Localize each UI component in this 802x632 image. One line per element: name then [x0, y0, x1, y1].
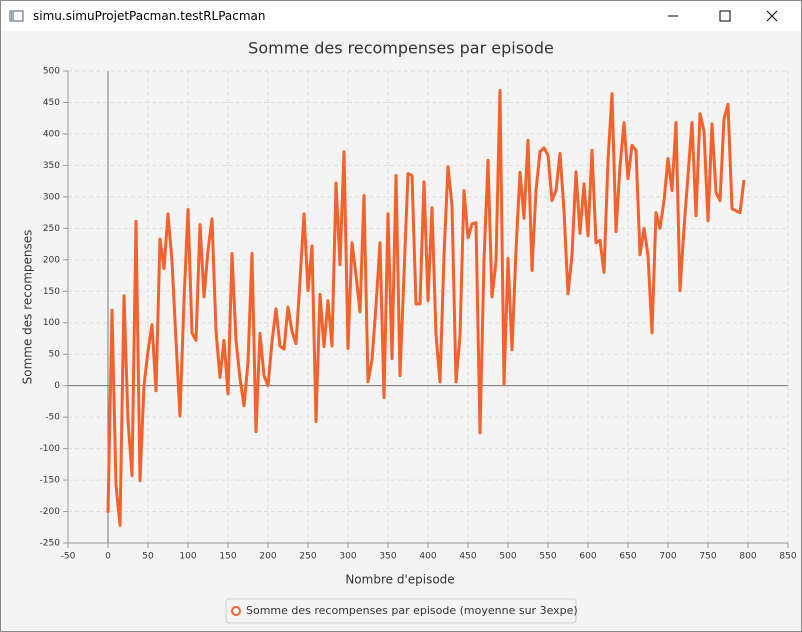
close[interactable] — [766, 10, 778, 22]
x-tick-label: 700 — [659, 552, 676, 562]
window-controls[interactable] — [661, 1, 801, 31]
x-tick-label: 800 — [739, 552, 756, 562]
window-title: simu.simuProjetPacman.testRLPacman — [33, 9, 266, 23]
chart: Somme des recompenses par episode Nombre… — [1, 31, 801, 631]
y-tick-label: -200 — [40, 507, 61, 517]
y-tick-label: 300 — [43, 192, 60, 202]
x-tick-label: 750 — [699, 552, 716, 562]
y-tick-label: 350 — [43, 161, 60, 171]
x-tick-label: 450 — [459, 552, 476, 562]
y-tick-label: 150 — [43, 287, 60, 297]
y-tick-label: 100 — [43, 318, 60, 328]
x-tick-label: 200 — [259, 552, 276, 562]
x-tick-label: 500 — [499, 552, 516, 562]
x-tick-label: 550 — [539, 552, 556, 562]
y-axis-label: Somme des recompenses — [21, 230, 35, 385]
y-tick-label: -50 — [45, 413, 60, 423]
legend: Somme des recompenses par episode (moyen… — [225, 598, 578, 624]
y-tick-label: 250 — [43, 224, 60, 234]
x-tick-label: 100 — [179, 552, 196, 562]
maximize[interactable] — [719, 10, 731, 22]
x-tick-label: 600 — [579, 552, 596, 562]
y-tick-label: -100 — [40, 444, 61, 454]
legend-box — [225, 598, 577, 624]
x-tick-label: 650 — [619, 552, 636, 562]
x-tick-label: 50 — [142, 552, 154, 562]
x-tick-label: 150 — [219, 552, 236, 562]
x-tick-label: 250 — [299, 552, 316, 562]
y-tick-label: 400 — [43, 129, 60, 139]
x-axis-label: Nombre d'episode — [345, 573, 454, 587]
y-tick-label: 450 — [43, 98, 60, 108]
x-tick-label: 0 — [105, 552, 111, 562]
legend-symbol — [231, 606, 241, 616]
x-tick-label: 400 — [419, 552, 436, 562]
x-tick-label: 300 — [339, 552, 356, 562]
y-tick-label: -150 — [40, 476, 61, 486]
series-line — [106, 89, 746, 527]
y-tick-label: 500 — [43, 67, 60, 77]
x-tick-label: 850 — [779, 552, 796, 562]
title-bar: simu.simuProjetPacman.testRLPacman — [1, 1, 801, 31]
y-tick-label: 200 — [43, 255, 60, 265]
chart-title: Somme des recompenses par episode — [248, 39, 554, 58]
y-tick-label: 50 — [49, 350, 61, 360]
x-tick-label: 350 — [379, 552, 396, 562]
legend-label: Somme des recompenses par episode (moyen… — [246, 604, 578, 617]
y-tick-label: 0 — [54, 381, 60, 391]
app-icon — [9, 10, 24, 22]
x-tick-label: -50 — [61, 552, 76, 562]
y-tick-label: -250 — [40, 539, 61, 549]
